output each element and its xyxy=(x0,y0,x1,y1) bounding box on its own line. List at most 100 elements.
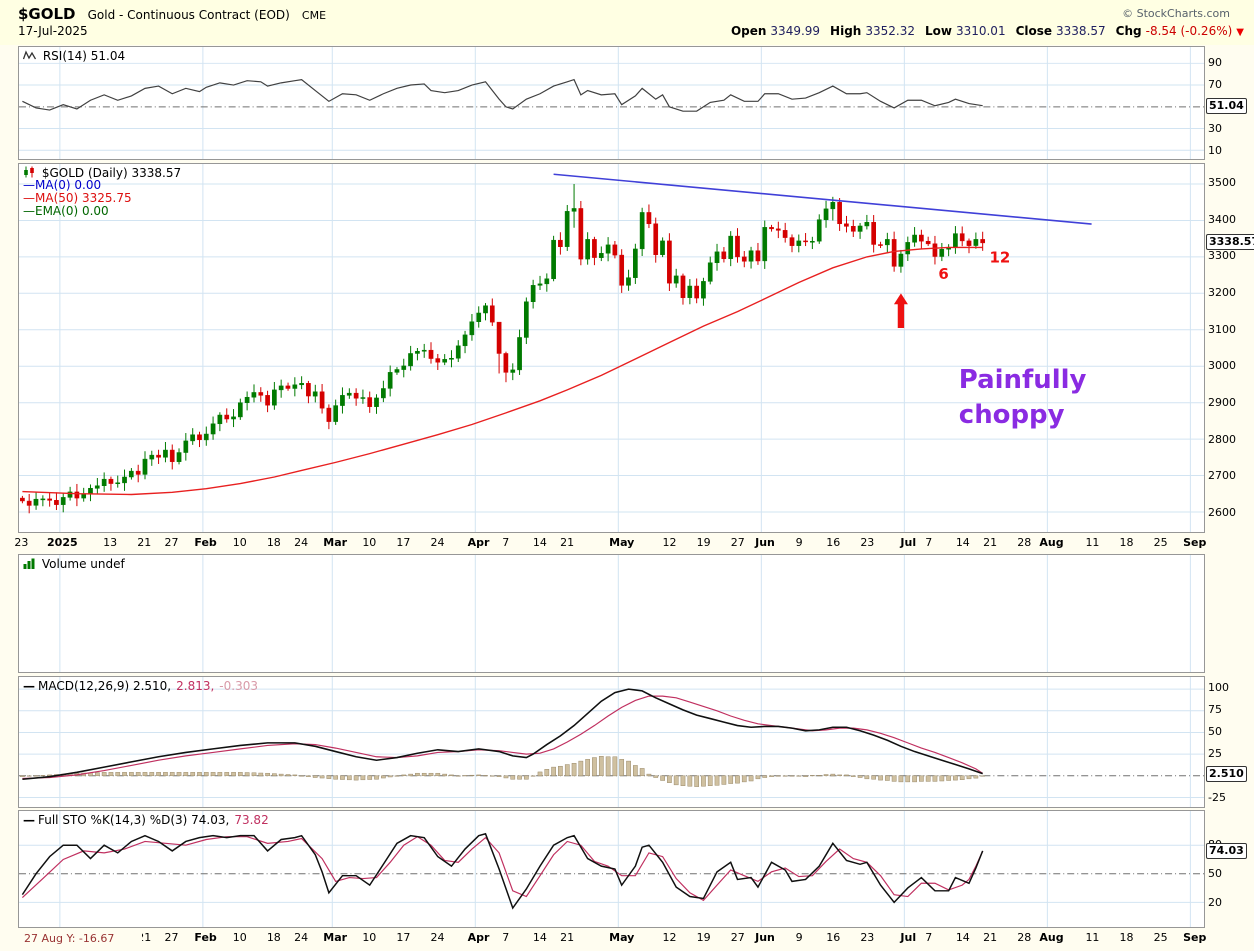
x-tick-label: Aug xyxy=(1039,931,1064,944)
x-tick-label: Mar xyxy=(323,536,348,549)
x-tick-label: Jul xyxy=(900,536,917,549)
macd-plot xyxy=(19,677,1204,807)
y-axis-label: 25 xyxy=(1208,747,1222,761)
x-tick-label: Jun xyxy=(755,536,775,549)
x-tick-label: 18 xyxy=(266,931,281,944)
x-tick-label: May xyxy=(609,931,635,944)
last-value-box: 3338.57 xyxy=(1206,234,1254,251)
x-tick-label: 27 xyxy=(730,536,745,549)
x-tick-label: Apr xyxy=(467,536,490,549)
x-tick-label: 19 xyxy=(696,536,711,549)
count-annotation: 6 xyxy=(938,265,948,283)
sto-k-line xyxy=(21,832,984,910)
axis-flag-text: 27 Aug Y: -16.67 xyxy=(24,932,115,945)
y-axis-label: 70 xyxy=(1208,77,1222,91)
rsi-plot xyxy=(19,47,1204,159)
high-value: 3352.32 xyxy=(865,24,915,38)
macd-signal-value: 2.813, xyxy=(176,679,215,693)
x-tick-label: 9 xyxy=(795,931,803,944)
y-axis-label: 3200 xyxy=(1208,286,1236,300)
x-tick-label: 27 xyxy=(164,931,179,944)
x-tick-label: 19 xyxy=(696,931,711,944)
x-tick-label: 12 xyxy=(662,536,677,549)
x-tick-label: 9 xyxy=(795,536,803,549)
x-tick-label: 14 xyxy=(955,931,970,944)
chg-label: Chg xyxy=(1115,24,1142,38)
x-tick-label: 7 xyxy=(925,931,933,944)
instrument-title: Gold - Continuous Contract (EOD) xyxy=(87,8,290,22)
trendline xyxy=(553,173,1092,225)
open-label: Open xyxy=(730,24,767,38)
x-tick-label: 25 xyxy=(1153,536,1168,549)
chart-header: $GOLD Gold - Continuous Contract (EOD) C… xyxy=(0,0,1254,45)
volume-bars-icon xyxy=(23,558,35,569)
macd-signal-line xyxy=(22,695,984,780)
x-tick-label: 18 xyxy=(1119,931,1134,944)
x-axis-top: 23 2025 13 21 27 Feb 10 18 24 Mar 10 17 24 Apr 7 14 21 Ma… xyxy=(0,534,1254,552)
x-tick-label: 21 xyxy=(137,536,152,549)
ema-legend-text: —EMA(0) 0.00 xyxy=(23,204,109,218)
x-tick-label: 14 xyxy=(532,536,547,549)
price-plot: 6 12 Painfully choppy xyxy=(19,164,1204,532)
x-tick-label: 11 xyxy=(1085,536,1100,549)
x-tick-label: 10 xyxy=(232,931,247,944)
rsi-panel: RSI(14) 51.04 xyxy=(18,46,1205,160)
price-panel: $GOLD (Daily) 3338.57 —MA(0) 0.00 —MA(50… xyxy=(18,163,1205,533)
symbol: $GOLD xyxy=(18,5,76,23)
x-tick-label: Apr xyxy=(467,931,490,944)
sto-plot xyxy=(19,811,1204,927)
last-value-box: 2.510 xyxy=(1206,766,1247,783)
y-axis-label: 75 xyxy=(1208,703,1222,717)
open-value: 3349.99 xyxy=(770,24,821,38)
sto-legend: — Full STO %K(14,3) %D(3) 74.03, 73.82 xyxy=(23,813,269,827)
x-tick-label: Jun xyxy=(755,931,775,944)
volume-panel: Volume undef xyxy=(18,554,1205,673)
x-tick-label: 25 xyxy=(1153,931,1168,944)
x-tick-label: 7 xyxy=(502,536,510,549)
ohlc-readout: Open 3349.99 High 3352.32 Low 3310.01 Close 333… xyxy=(731,24,1244,38)
y-axis-label: 2800 xyxy=(1208,432,1236,446)
y-axis-label: 2900 xyxy=(1208,395,1236,409)
ema-legend: —EMA(0) 0.00 xyxy=(23,205,181,218)
volume-legend: Volume undef xyxy=(23,557,125,571)
quote-row: 17-Jul-2025 Open 3349.99 High 3352.32 Low 331… xyxy=(18,24,1244,42)
x-tick-label: Jul xyxy=(900,931,917,944)
up-arrow-annotation xyxy=(893,293,908,328)
macd-hist-value: -0.303 xyxy=(219,679,258,693)
x-tick-label: 21 xyxy=(983,931,998,944)
macd-line-swatch: — xyxy=(23,679,35,693)
sto-line-swatch: — xyxy=(23,813,35,827)
macd-panel: — MACD(12,26,9) 2.510, 2.813, -0.303 xyxy=(18,676,1205,808)
x-tick-label: 17 xyxy=(396,931,411,944)
x-tick-label: 17 xyxy=(396,536,411,549)
callout-text: Painfully xyxy=(959,365,1087,395)
candlestick-icon xyxy=(24,166,34,178)
chart-date: 17-Jul-2025 xyxy=(18,24,88,38)
low-value: 3310.01 xyxy=(955,24,1006,38)
y-axis-label: 3500 xyxy=(1208,176,1236,190)
y-axis-label: 80 xyxy=(1208,837,1222,851)
y-axis-label: 2600 xyxy=(1208,505,1236,519)
macd-legend: — MACD(12,26,9) 2.510, 2.813, -0.303 xyxy=(23,679,258,693)
x-tick-label: 12 xyxy=(662,931,677,944)
x-tick-label: 23 xyxy=(860,536,875,549)
x-tick-label: 7 xyxy=(925,536,933,549)
x-tick-label: 21 xyxy=(983,536,998,549)
y-axis-label: 50 xyxy=(1208,866,1222,880)
x-tick-label: 18 xyxy=(266,536,281,549)
x-tick-label: 16 xyxy=(826,931,841,944)
x-tick-label: 2025 xyxy=(47,536,78,549)
title-row: $GOLD Gold - Continuous Contract (EOD) C… xyxy=(18,4,1244,24)
y-axis-label: 3100 xyxy=(1208,322,1236,336)
y-axis-label: 20 xyxy=(1208,895,1222,909)
y-axis-label: 3000 xyxy=(1208,359,1236,373)
x-tick-label: 7 xyxy=(502,931,510,944)
last-value-box: 74.03 xyxy=(1206,842,1247,859)
y-axis-label: -25 xyxy=(1208,791,1226,805)
macd-label: MACD(12,26,9) 2.510, xyxy=(38,679,172,693)
x-tick-label: Feb xyxy=(194,931,217,944)
x-tick-label: 27 xyxy=(164,536,179,549)
x-tick-label: 23 xyxy=(14,536,29,549)
price-legend-symbol: $GOLD (Daily) 3338.57 xyxy=(23,166,181,180)
x-tick-label: 10 xyxy=(232,536,247,549)
